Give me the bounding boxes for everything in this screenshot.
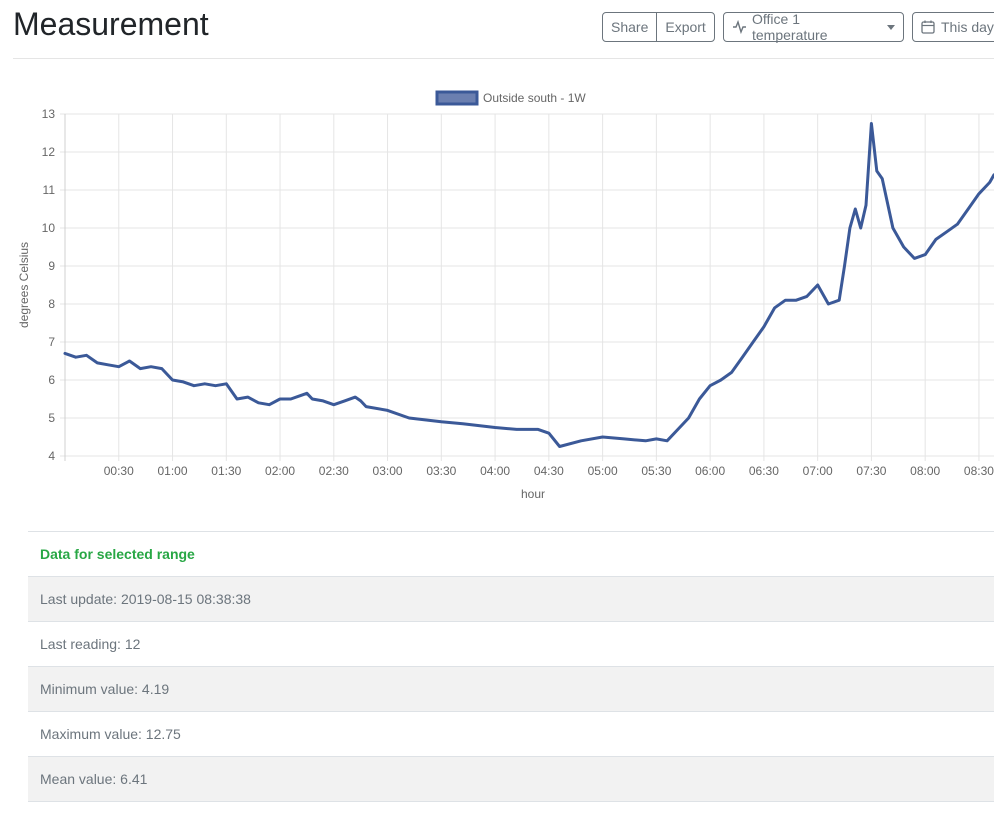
x-tick-label: 03:00 xyxy=(373,464,403,478)
stats-heading: Data for selected range xyxy=(40,546,195,562)
x-tick-label: 08:30 xyxy=(964,464,994,478)
sensor-dropdown-label: Office 1 temperature xyxy=(752,11,828,43)
stats-last-update: Last update: 2019-08-15 08:38:38 xyxy=(40,591,251,607)
legend-label: Outside south - 1W xyxy=(483,91,586,105)
stats-table: Data for selected range Last update: 201… xyxy=(28,531,994,802)
sensor-dropdown-button[interactable]: Office 1 temperature xyxy=(723,11,904,43)
chevron-down-icon xyxy=(887,24,895,30)
y-tick-label: 11 xyxy=(43,183,56,197)
header-divider xyxy=(13,58,994,59)
x-tick-label: 02:00 xyxy=(265,464,295,478)
x-tick-label: 08:00 xyxy=(910,464,940,478)
stats-last-reading-row: Last reading: 12 xyxy=(28,622,994,667)
stats-last-reading: Last reading: 12 xyxy=(40,636,141,652)
x-tick-label: 02:30 xyxy=(319,464,349,478)
stats-maximum-row: Maximum value: 12.75 xyxy=(28,712,994,757)
y-tick-label: 13 xyxy=(42,107,56,121)
stats-mean-row: Mean value: 6.41 xyxy=(28,757,994,802)
x-tick-label: 06:30 xyxy=(749,464,779,478)
x-tick-label: 04:30 xyxy=(534,464,564,478)
y-tick-label: 7 xyxy=(48,335,55,349)
activity-icon xyxy=(732,20,747,34)
stats-mean: Mean value: 6.41 xyxy=(40,771,148,787)
export-button[interactable]: Export xyxy=(656,13,713,41)
x-tick-label: 07:00 xyxy=(803,464,833,478)
y-tick-label: 10 xyxy=(42,221,56,235)
x-tick-label: 01:00 xyxy=(158,464,188,478)
date-range-label: This day xyxy=(941,19,994,35)
y-tick-label: 9 xyxy=(48,259,55,273)
x-axis-title: hour xyxy=(521,487,545,501)
page-title: Measurement xyxy=(13,6,209,42)
temperature-chart: 4 5 6 7 8 9 10 11 12 13 00:30 01:00 01:30 02:00 02:30 0… xyxy=(17,90,994,501)
x-tick-label: 05:30 xyxy=(641,464,671,478)
share-export-group: Share Export xyxy=(602,12,715,42)
y-tick-label: 8 xyxy=(48,297,55,311)
y-axis-title: degrees Celsius xyxy=(17,242,31,328)
x-tick-label: 06:00 xyxy=(695,464,725,478)
x-tick-label: 03:30 xyxy=(426,464,456,478)
calendar-icon xyxy=(921,20,935,34)
x-tick-label: 05:00 xyxy=(588,464,618,478)
stats-minimum: Minimum value: 4.19 xyxy=(40,681,170,697)
x-tick-label: 04:00 xyxy=(480,464,510,478)
stats-last-update-row: Last update: 2019-08-15 08:38:38 xyxy=(28,577,994,622)
y-tick-label: 4 xyxy=(48,449,55,463)
share-button[interactable]: Share xyxy=(611,19,649,35)
y-tick-label: 6 xyxy=(48,373,55,387)
x-tick-label: 01:30 xyxy=(211,464,241,478)
stats-heading-row: Data for selected range xyxy=(28,532,994,577)
y-tick-label: 5 xyxy=(48,411,55,425)
date-range-button[interactable]: This day xyxy=(912,12,994,42)
series-line xyxy=(63,122,994,448)
stats-minimum-row: Minimum value: 4.19 xyxy=(28,667,994,712)
stats-maximum: Maximum value: 12.75 xyxy=(40,726,181,742)
y-tick-label: 12 xyxy=(42,145,56,159)
x-tick-label: 00:30 xyxy=(104,464,134,478)
x-tick-label: 07:30 xyxy=(856,464,886,478)
legend-swatch xyxy=(435,90,479,106)
